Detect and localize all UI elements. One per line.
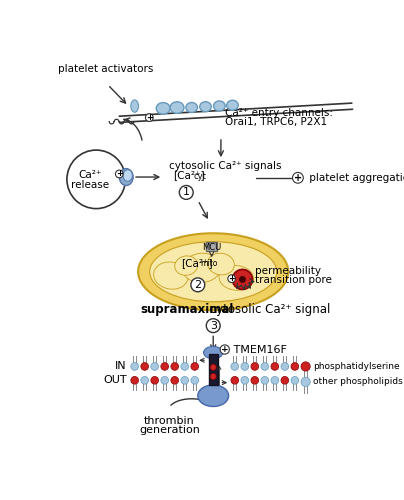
Text: transition pore: transition pore: [255, 276, 332, 285]
Text: platelet activators: platelet activators: [58, 64, 153, 74]
Text: release: release: [71, 180, 109, 190]
Text: Ca²⁺: Ca²⁺: [78, 170, 102, 180]
Circle shape: [281, 362, 289, 370]
Text: OUT: OUT: [103, 376, 127, 386]
Ellipse shape: [138, 233, 288, 310]
Text: cytosolic Ca²⁺ signal: cytosolic Ca²⁺ signal: [206, 302, 330, 316]
Text: other phospholipids: other phospholipids: [314, 378, 403, 386]
Circle shape: [271, 376, 279, 384]
Text: 1: 1: [183, 188, 190, 198]
Circle shape: [161, 376, 168, 384]
Circle shape: [228, 275, 236, 282]
Ellipse shape: [214, 101, 225, 111]
Ellipse shape: [204, 346, 223, 359]
Circle shape: [281, 376, 289, 384]
Circle shape: [301, 362, 310, 371]
Circle shape: [291, 376, 299, 384]
Ellipse shape: [198, 385, 229, 406]
Text: +: +: [221, 345, 229, 354]
Ellipse shape: [175, 256, 198, 276]
Ellipse shape: [208, 253, 234, 275]
FancyBboxPatch shape: [208, 354, 218, 385]
Ellipse shape: [131, 100, 139, 112]
Circle shape: [271, 362, 279, 370]
Text: cyt: cyt: [193, 172, 206, 180]
Circle shape: [261, 376, 269, 384]
Text: +: +: [116, 170, 123, 178]
FancyBboxPatch shape: [206, 242, 217, 251]
Circle shape: [151, 376, 158, 384]
Circle shape: [131, 376, 139, 384]
Ellipse shape: [183, 253, 221, 282]
Circle shape: [292, 172, 303, 183]
Text: [Ca²⁺]: [Ca²⁺]: [181, 258, 213, 268]
Circle shape: [171, 376, 179, 384]
Circle shape: [301, 377, 310, 386]
Ellipse shape: [119, 168, 133, 186]
Circle shape: [181, 376, 189, 384]
Circle shape: [179, 186, 193, 200]
Circle shape: [171, 362, 179, 370]
Text: Ca²⁺ entry channels:: Ca²⁺ entry channels:: [225, 108, 333, 118]
Text: +: +: [146, 113, 153, 122]
Circle shape: [206, 318, 220, 332]
Circle shape: [251, 362, 259, 370]
Circle shape: [191, 376, 199, 384]
Text: thrombin: thrombin: [144, 416, 195, 426]
Ellipse shape: [219, 266, 254, 290]
Circle shape: [131, 362, 139, 370]
Circle shape: [145, 114, 153, 122]
Circle shape: [181, 362, 189, 370]
Text: supramaximal: supramaximal: [140, 302, 234, 316]
Circle shape: [116, 170, 123, 178]
Circle shape: [191, 278, 205, 292]
Text: TMEM16F: TMEM16F: [230, 344, 287, 354]
Text: mito: mito: [200, 260, 217, 268]
Circle shape: [151, 362, 158, 370]
Circle shape: [191, 362, 199, 370]
Circle shape: [231, 362, 239, 370]
Circle shape: [161, 362, 168, 370]
Circle shape: [241, 376, 248, 384]
Ellipse shape: [154, 262, 188, 289]
Circle shape: [67, 150, 125, 208]
Circle shape: [231, 376, 239, 384]
Text: [Ca²⁺]: [Ca²⁺]: [173, 170, 205, 180]
Circle shape: [251, 376, 259, 384]
Text: 3: 3: [210, 320, 217, 330]
Circle shape: [232, 270, 252, 289]
Circle shape: [220, 345, 229, 354]
Ellipse shape: [170, 102, 184, 114]
Circle shape: [240, 276, 246, 282]
Text: +: +: [228, 274, 235, 283]
Text: cytosolic Ca²⁺ signals: cytosolic Ca²⁺ signals: [168, 162, 281, 172]
Circle shape: [141, 362, 149, 370]
Text: phosphatidylserine: phosphatidylserine: [314, 362, 400, 371]
Text: permeability: permeability: [255, 266, 321, 276]
Text: +: +: [294, 173, 302, 183]
Circle shape: [291, 362, 299, 370]
Ellipse shape: [227, 100, 238, 110]
Text: IN: IN: [116, 362, 127, 372]
Circle shape: [141, 376, 149, 384]
Circle shape: [210, 374, 216, 380]
Ellipse shape: [150, 242, 277, 302]
Text: generation: generation: [139, 426, 200, 436]
Text: MCU: MCU: [202, 242, 221, 252]
Ellipse shape: [186, 102, 198, 113]
Text: platelet aggregation: platelet aggregation: [305, 173, 404, 183]
Text: 2: 2: [194, 280, 201, 290]
Circle shape: [261, 362, 269, 370]
Ellipse shape: [123, 170, 133, 181]
Circle shape: [241, 362, 248, 370]
Text: Orai1, TRPC6, P2X1: Orai1, TRPC6, P2X1: [225, 118, 327, 128]
Circle shape: [210, 364, 216, 370]
Ellipse shape: [156, 102, 170, 114]
Ellipse shape: [200, 102, 211, 112]
